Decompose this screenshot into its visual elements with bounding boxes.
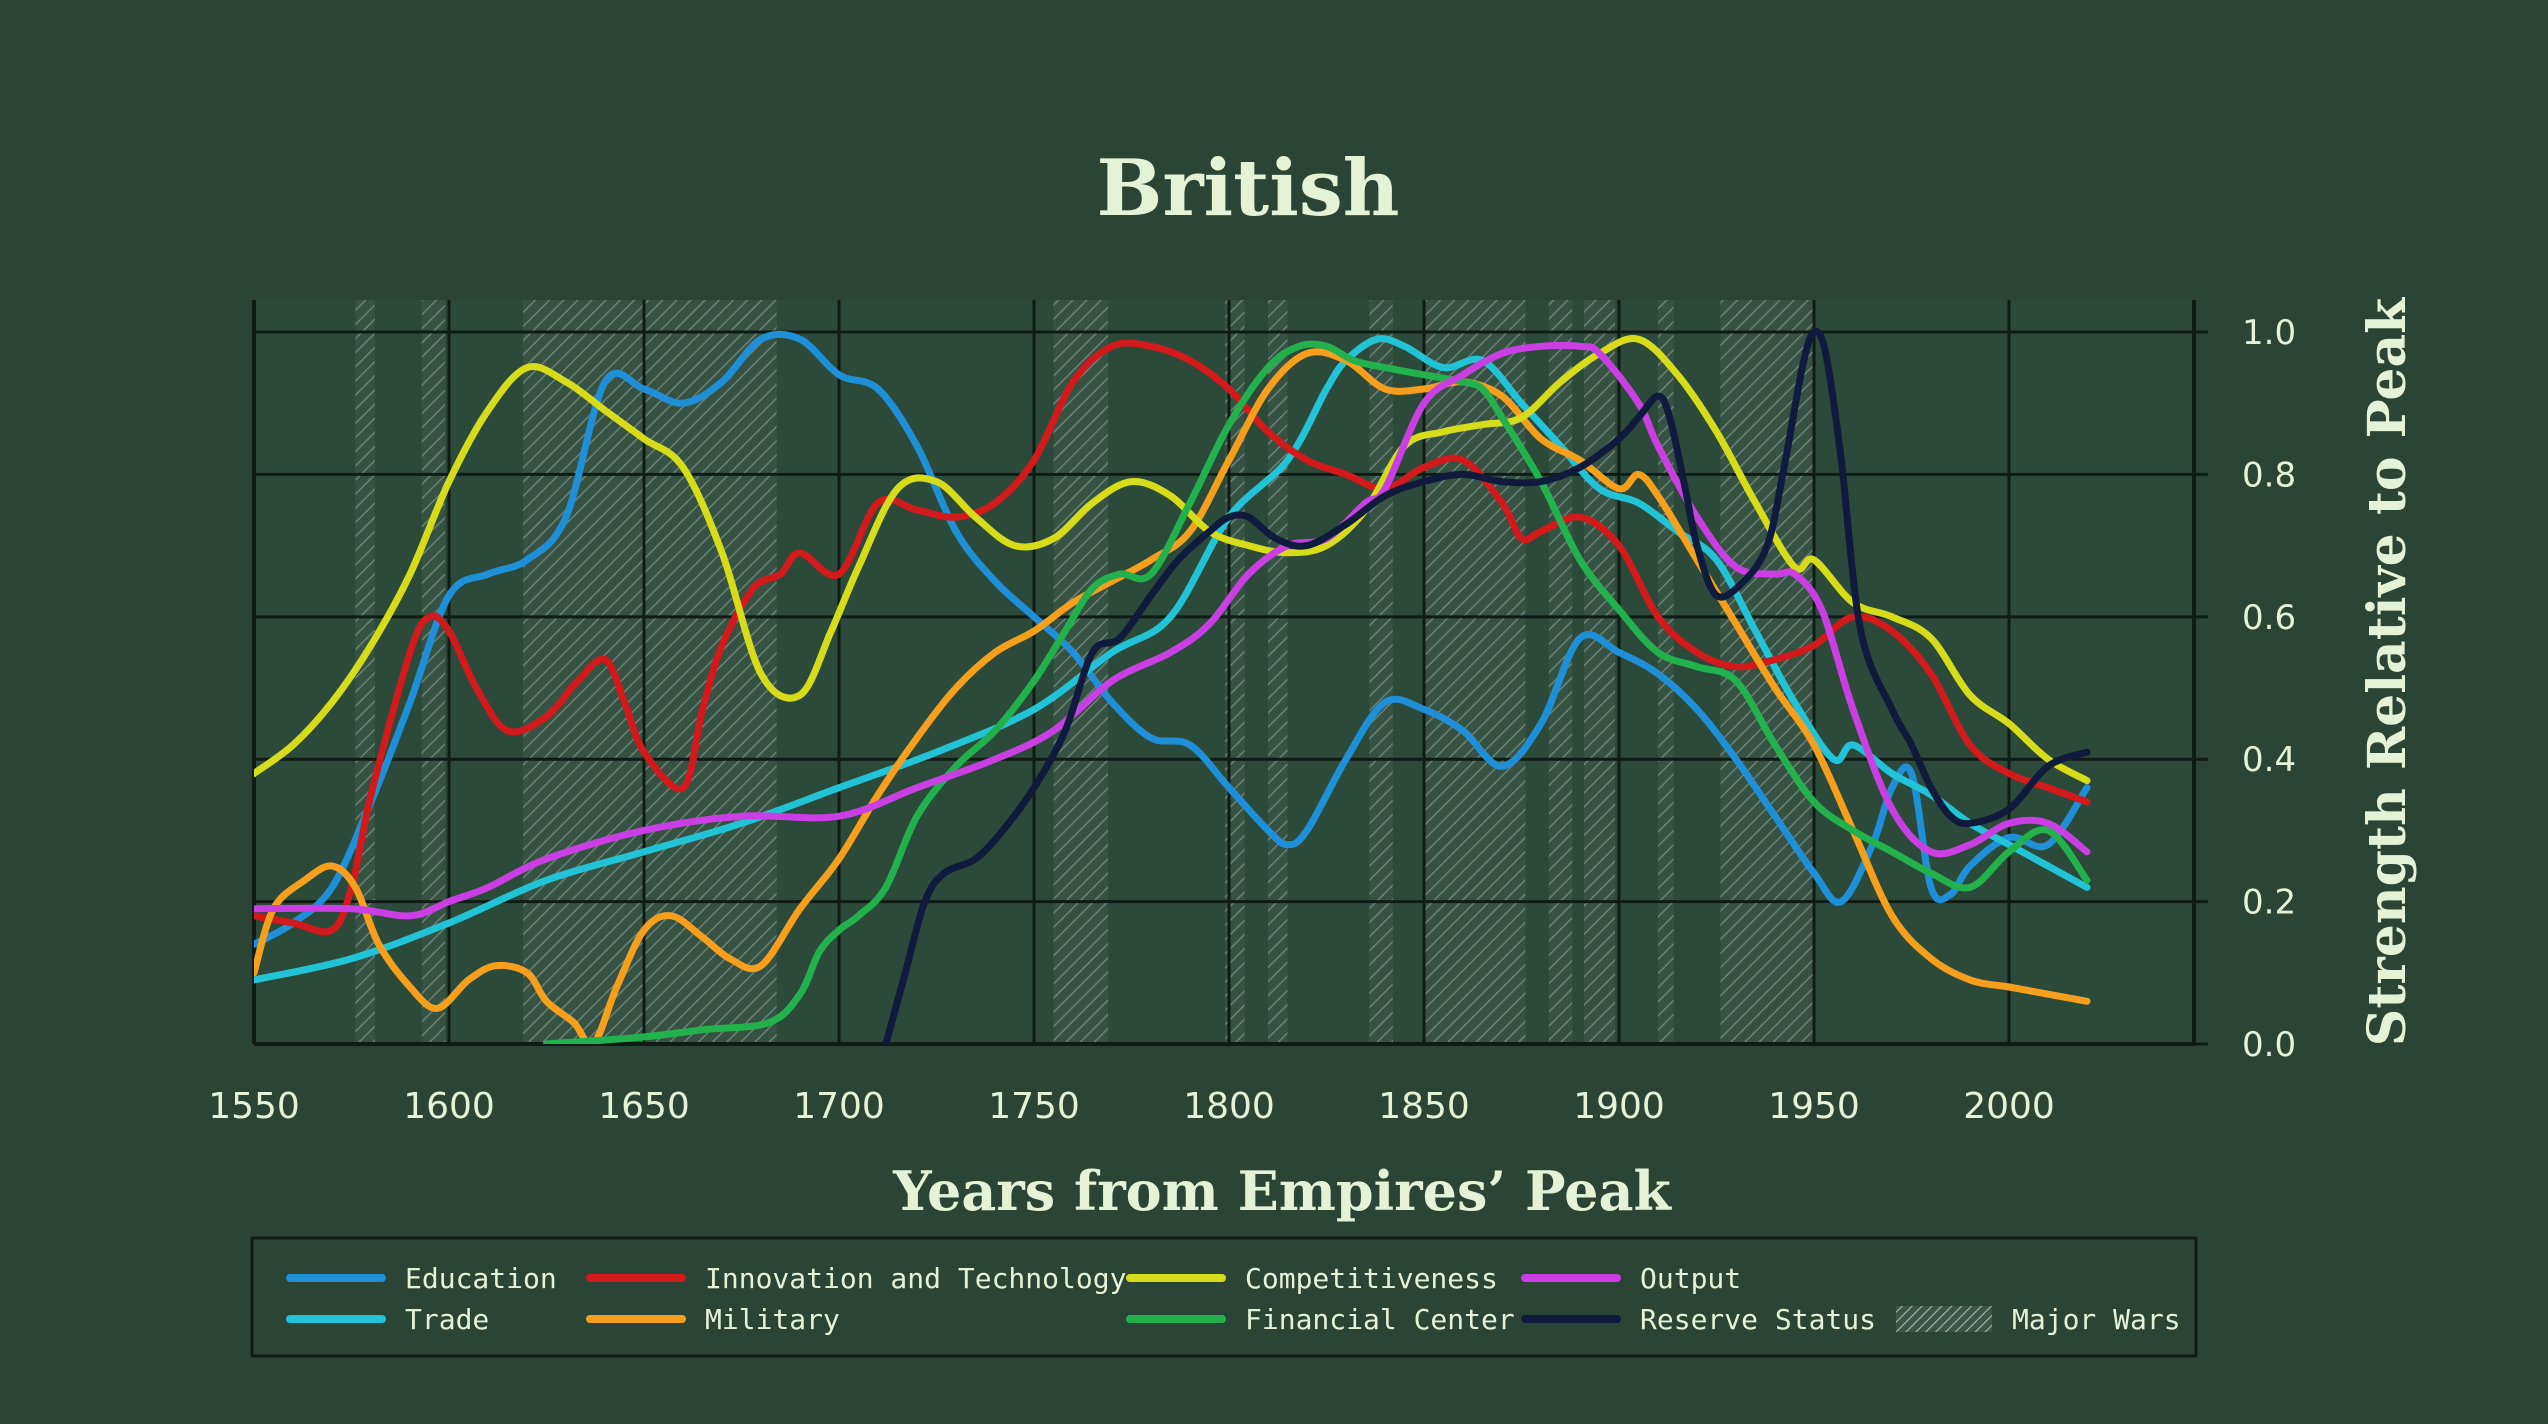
legend-label-military: Military [705,1303,840,1336]
series-line-innovation-and-technology [254,339,2091,936]
series-line-education [254,330,2091,948]
series-line-output [254,341,2091,920]
legend-label-competitiveness: Competitiveness [1245,1262,1498,1295]
x-tick-label-1850: 1850 [1378,1086,1470,1127]
legend: Education Trade Innovation and Technology M… [286,1262,2181,1336]
legend-label-financial-center: Financial Center [1245,1303,1515,1336]
x-tick-label-1550: 1550 [208,1086,300,1127]
series-line-trade [254,335,2091,984]
x-tick-label-1950: 1950 [1768,1086,1860,1127]
y-tick-label-0.2: 0.2 [2242,883,2296,923]
y-axis-label: Strength Relative to Peak [2357,297,2418,1046]
legend-label-education: Education [405,1262,557,1295]
legend-label-output: Output [1640,1262,1741,1295]
war-band-9 [1583,300,1616,1044]
war-band-1 [421,300,446,1044]
series-line-competitiveness [254,334,2091,785]
y-tick-label-0.8: 0.8 [2242,455,2296,495]
y-tick-label-0.0: 0.0 [2242,1025,2296,1065]
x-tick-label-2000: 2000 [1963,1086,2055,1127]
y-tick-labels: 0.0 0.2 0.4 0.6 0.8 1.0 [2242,313,2296,1065]
legend-label-major-wars: Major Wars [2012,1303,2181,1336]
series-line-reserve-status [882,327,2091,1044]
y-tick-label-0.6: 0.6 [2242,598,2296,638]
x-tick-label-1750: 1750 [988,1086,1080,1127]
war-band-7 [1424,300,1526,1044]
legend-box [250,1236,2198,1358]
legend-label-trade: Trade [405,1303,489,1336]
y-tick-label-0.4: 0.4 [2242,740,2296,780]
war-band-10 [1658,300,1674,1044]
legend-label-innovation-and-technology: Innovation and Technology [705,1262,1126,1295]
series-line-financial-center [543,340,2091,1044]
series-lines [254,327,2091,1044]
war-band-6 [1369,300,1393,1044]
legend-label-reserve-status: Reserve Status [1640,1303,1876,1336]
x-tick-label-1900: 1900 [1573,1086,1665,1127]
war-band-2 [523,300,777,1044]
x-tick-label-1800: 1800 [1183,1086,1275,1127]
x-axis-label: Years from Empires’ Peak [892,1159,1672,1223]
x-tick-label-1650: 1650 [598,1086,690,1127]
y-tick-label-1.0: 1.0 [2242,313,2296,353]
legend-swatch-major-wars [1896,1306,1992,1332]
x-tick-labels: 1550 1600 1650 1700 1750 1800 1850 1900 1950 2000 [208,1086,2055,1127]
x-tick-label-1700: 1700 [793,1086,885,1127]
x-tick-label-1600: 1600 [403,1086,495,1127]
war-band-5 [1268,300,1288,1044]
chart-title: British [1097,143,1400,234]
